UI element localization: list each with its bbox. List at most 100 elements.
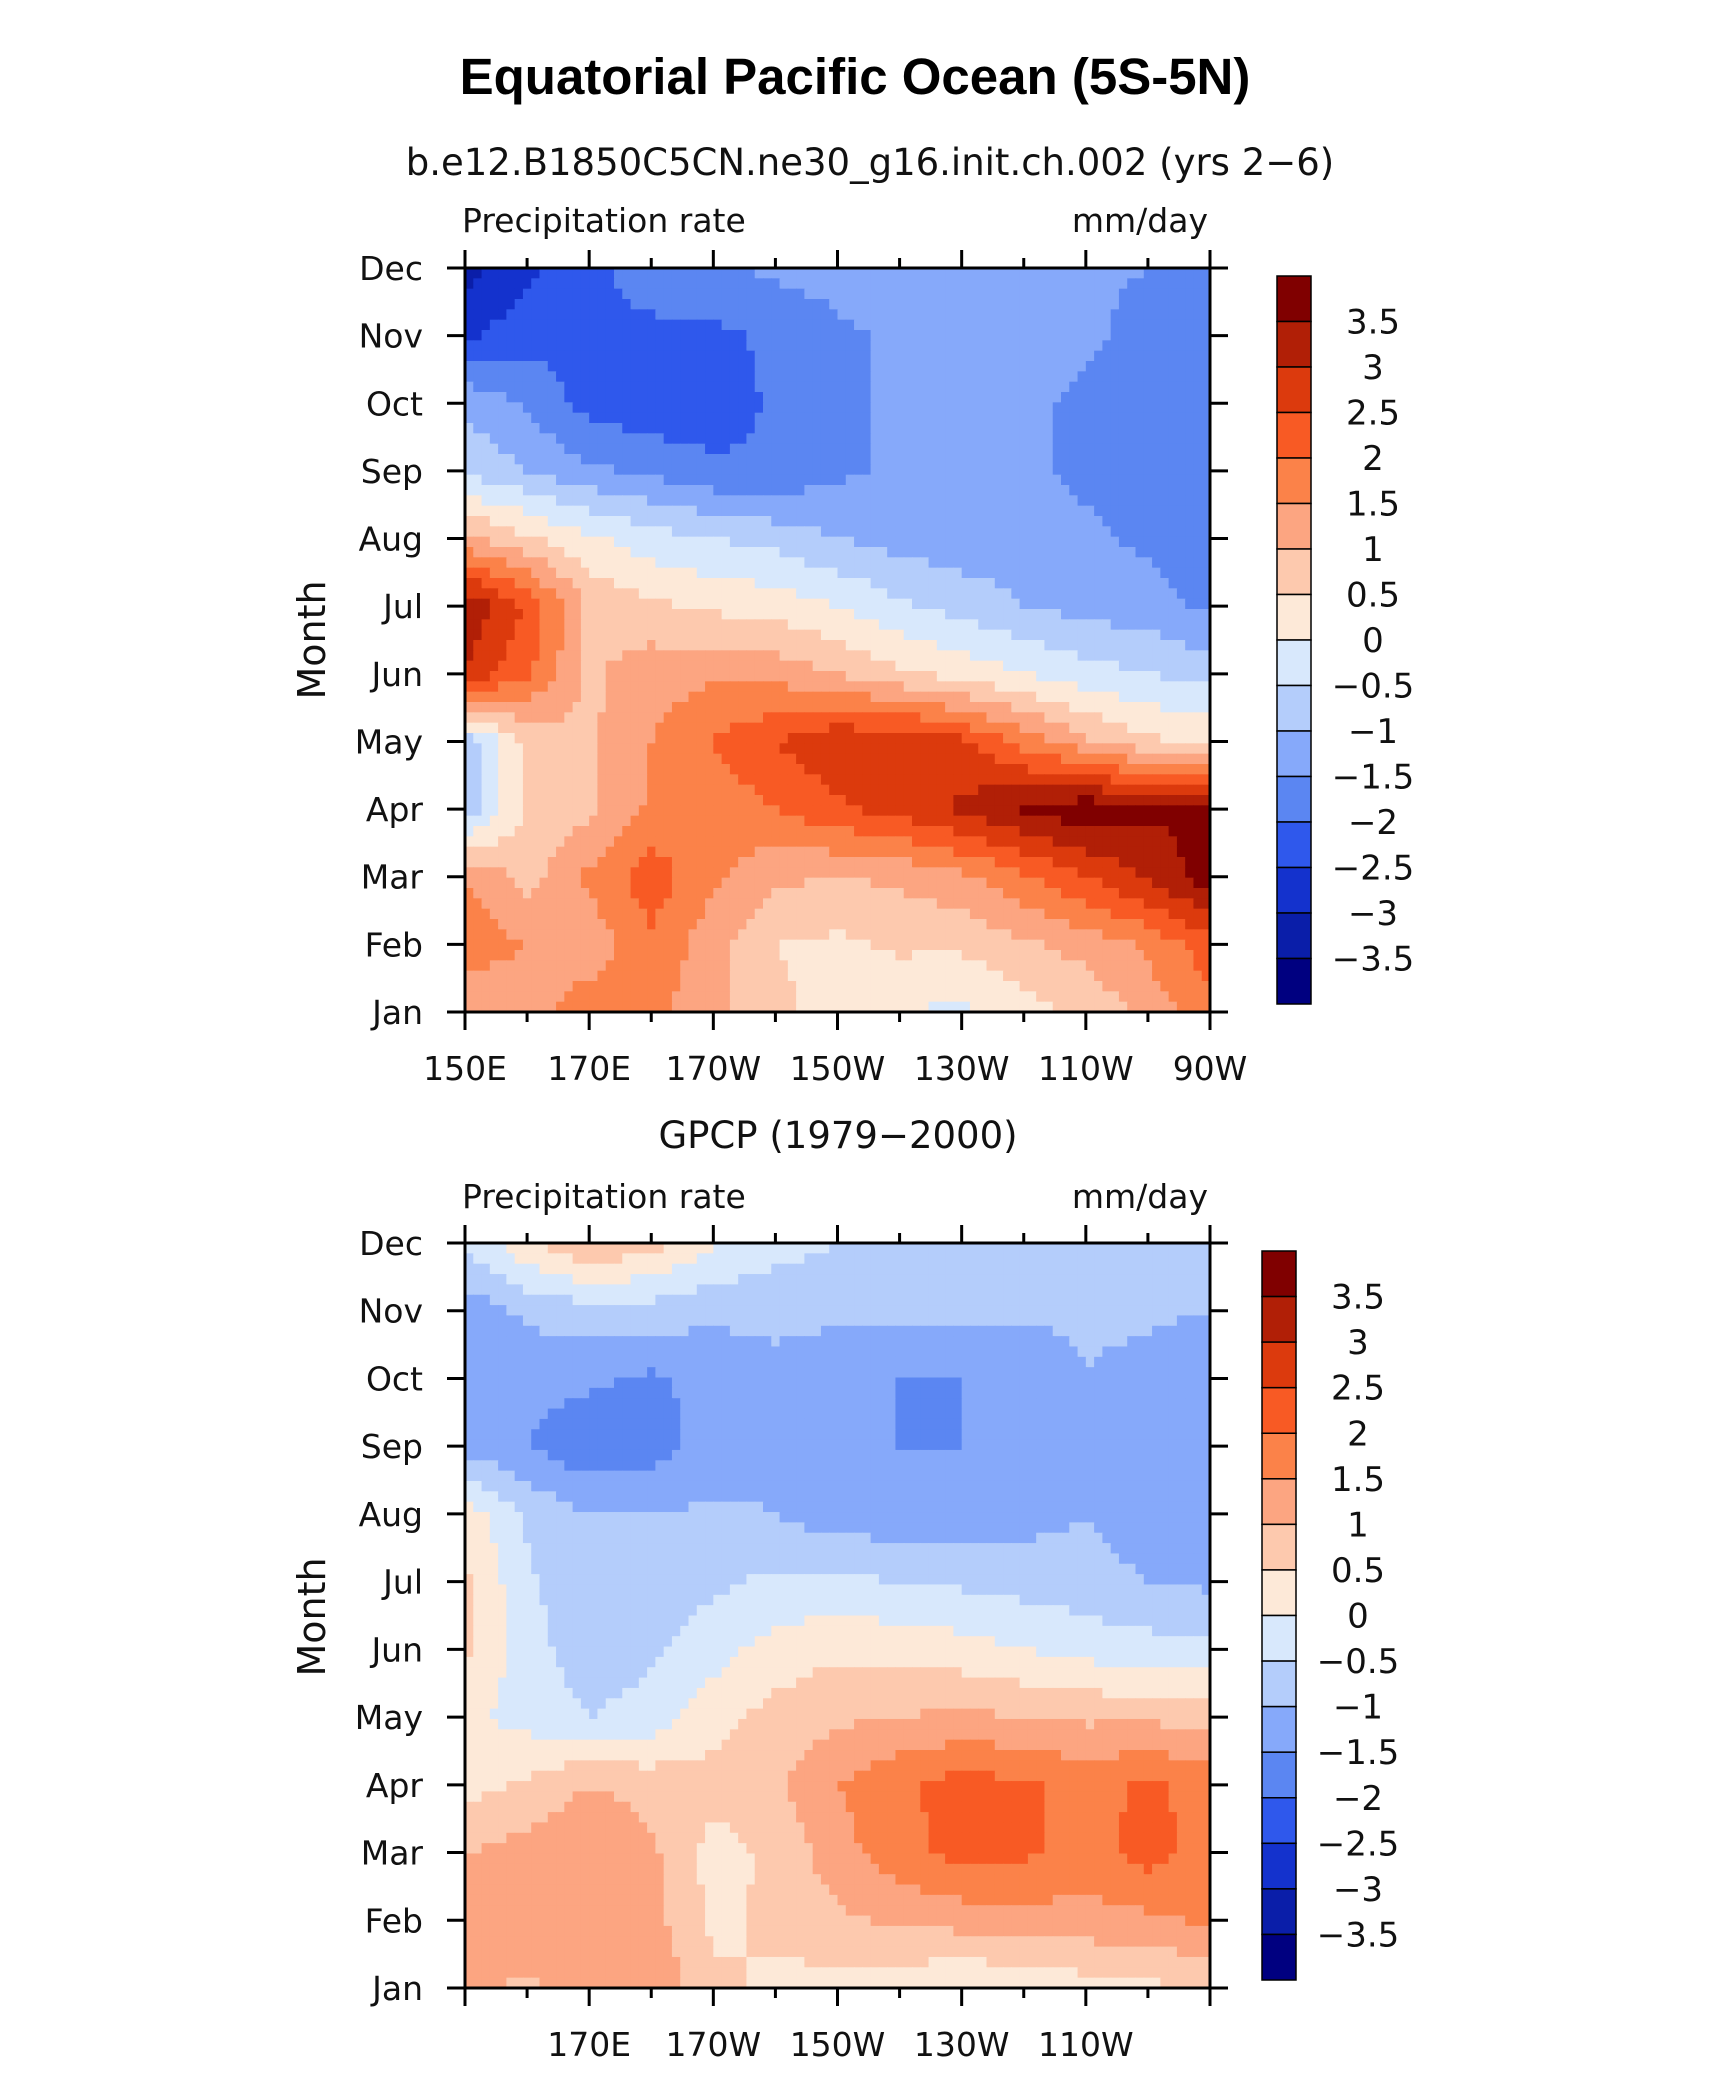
contour-cell (564, 495, 574, 507)
contour-cell (1110, 578, 1120, 589)
contour-cell (845, 805, 855, 817)
contour-cell (1168, 371, 1178, 383)
contour-cell (779, 330, 789, 341)
contour-cell (1143, 598, 1153, 610)
contour-cell (978, 588, 988, 600)
contour-cell (771, 609, 781, 620)
contour-cell (522, 474, 532, 486)
contour-cell (1185, 278, 1195, 290)
contour-cell (837, 392, 847, 403)
contour-cell (589, 536, 599, 548)
contour-cell (1135, 671, 1145, 682)
contour-cell (945, 474, 954, 486)
contour-cell (912, 485, 921, 496)
contour-cell (845, 443, 855, 455)
contour-cell (1185, 753, 1195, 765)
contour-cell (903, 805, 913, 817)
contour-cell (978, 795, 988, 806)
contour-cell (787, 319, 797, 331)
contour-cell (746, 588, 756, 600)
contour-cell (1011, 340, 1021, 352)
contour-cell (522, 433, 532, 445)
contour-cell (1011, 299, 1021, 310)
contour-cell (837, 454, 847, 465)
contour-cell (763, 536, 772, 548)
contour-cell (671, 319, 681, 331)
contour-cell (912, 640, 921, 651)
contour-cell (705, 536, 714, 548)
contour-cell (796, 288, 805, 300)
contour-cell (986, 743, 996, 755)
contour-cell (887, 412, 897, 424)
contour-cell (622, 598, 632, 610)
contour-cell (903, 712, 913, 724)
contour-cell (961, 774, 971, 786)
contour-cell (647, 485, 656, 496)
contour-cell (837, 433, 847, 445)
contour-cell (1201, 588, 1211, 600)
contour-cell (1094, 278, 1103, 290)
contour-cell (1135, 474, 1145, 486)
contour-cell (622, 454, 632, 465)
contour-cell (589, 733, 599, 744)
contour-cell (1135, 350, 1145, 362)
contour-cell (895, 464, 905, 476)
contour-cell (1135, 681, 1145, 693)
contour-cell (738, 381, 748, 393)
contour-cell (738, 350, 748, 362)
contour-cell (920, 826, 930, 837)
contour-cell (1185, 722, 1195, 734)
contour-cell (655, 795, 665, 806)
contour-cell (556, 412, 565, 424)
contour-cell (1003, 474, 1012, 486)
contour-cell (1160, 443, 1170, 455)
contour-cell (539, 836, 549, 848)
contour-cell (580, 567, 590, 579)
contour-cell (605, 671, 615, 682)
contour-cell (779, 381, 789, 393)
contour-cell (763, 505, 772, 517)
contour-cell (887, 826, 897, 837)
contour-cell (531, 567, 541, 579)
contour-cell (514, 774, 524, 786)
contour-cell (539, 288, 549, 300)
contour-cell (1152, 381, 1161, 393)
contour-cell (1003, 681, 1012, 693)
contour-cell (597, 454, 607, 465)
contour-cell (845, 764, 855, 775)
contour-cell (605, 423, 615, 434)
contour-cell (820, 547, 830, 558)
contour-cell (721, 433, 731, 445)
contour-cell (696, 330, 706, 341)
contour-cell (878, 371, 888, 383)
contour-cell (688, 361, 698, 372)
contour-cell (1185, 681, 1195, 693)
contour-cell (1102, 536, 1112, 548)
contour-cell (522, 454, 532, 465)
contour-cell (1135, 733, 1145, 744)
contour-cell (572, 629, 582, 641)
contour-cell (506, 516, 516, 527)
contour-cell (936, 784, 946, 796)
contour-cell (1027, 299, 1037, 310)
contour-cell (655, 681, 665, 693)
contour-cell (1069, 423, 1079, 434)
contour-cell (721, 381, 731, 393)
contour-cell (1011, 371, 1021, 383)
contour-cell (1127, 650, 1137, 662)
contour-cell (605, 805, 615, 817)
contour-cell (1094, 629, 1103, 641)
contour-cell (754, 464, 764, 476)
contour-cell (522, 381, 532, 393)
contour-cell (878, 805, 888, 817)
contour-cell (837, 423, 847, 434)
contour-cell (796, 671, 805, 682)
contour-cell (738, 774, 748, 786)
contour-cell (961, 640, 971, 651)
contour-cell (763, 371, 772, 383)
contour-cell (978, 361, 988, 372)
contour-cell (481, 288, 491, 300)
contour-cell (705, 650, 714, 662)
contour-cell (928, 433, 938, 445)
contour-cell (605, 547, 615, 558)
